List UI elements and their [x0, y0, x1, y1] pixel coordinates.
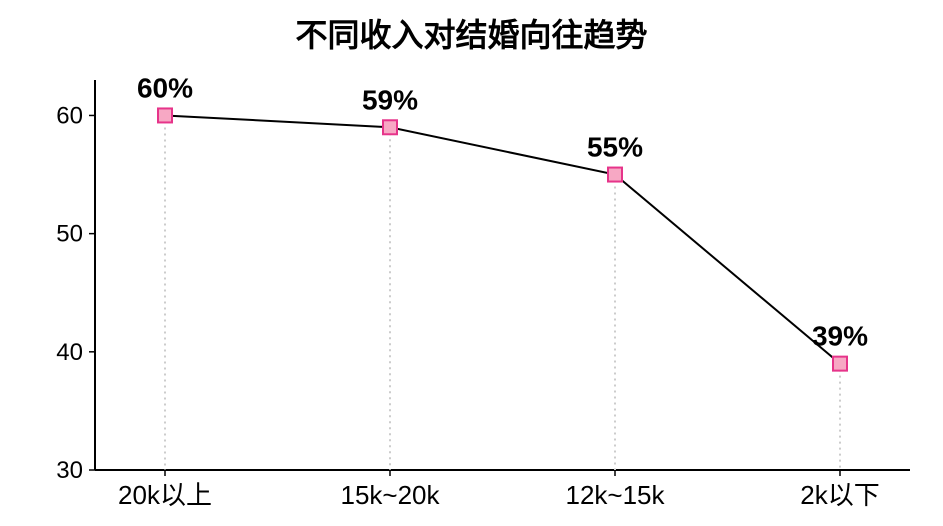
data-marker: [833, 357, 847, 371]
x-tick-label: 20k以上: [118, 480, 212, 510]
y-tick-label: 50: [56, 221, 83, 248]
data-label: 60%: [137, 72, 193, 103]
y-tick-label: 30: [56, 457, 83, 484]
x-tick-label: 2k以下: [800, 480, 879, 510]
y-tick-label: 60: [56, 102, 83, 129]
data-label: 55%: [587, 132, 643, 163]
data-label: 39%: [812, 321, 868, 352]
series-line: [165, 115, 840, 363]
x-tick-label: 15k~20k: [340, 480, 440, 510]
chart-container: 不同收入对结婚向往趋势 3040506060%59%55%39%20k以上15k…: [0, 0, 943, 526]
data-marker: [383, 120, 397, 134]
y-tick-label: 40: [56, 339, 83, 366]
data-marker: [608, 168, 622, 182]
data-marker: [158, 108, 172, 122]
x-tick-label: 12k~15k: [565, 480, 665, 510]
chart-svg: 30 40 50 60 60% 59% 55% 39% 20k以上 15k~20k 12k~15k 2…: [0, 0, 943, 526]
data-label: 59%: [362, 84, 418, 115]
